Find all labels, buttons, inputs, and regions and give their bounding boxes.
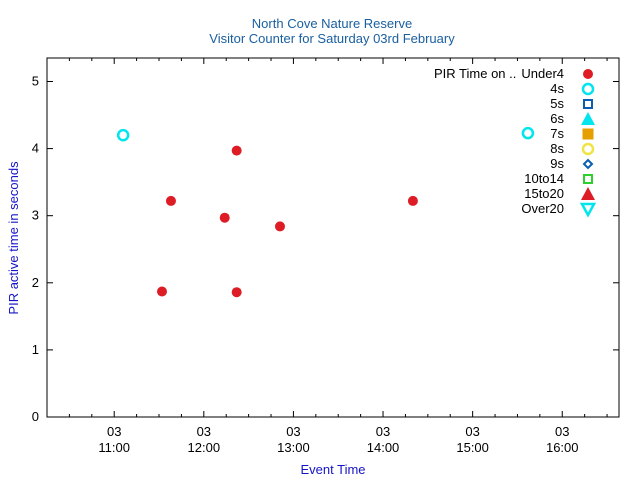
x-tick-label: 14:00 xyxy=(367,440,400,455)
y-tick-label: 5 xyxy=(32,73,39,88)
y-tick-label: 2 xyxy=(32,275,39,290)
legend-label: 8s xyxy=(550,141,564,156)
data-point-4s xyxy=(521,126,535,140)
legend-marker-7s xyxy=(582,128,594,140)
y-axis-label: PIR active time in seconds xyxy=(6,161,21,315)
legend-marker-4s xyxy=(581,82,595,96)
legend-label: 6s xyxy=(550,111,564,126)
data-point-under4 xyxy=(407,195,418,206)
data-point-under4 xyxy=(231,287,242,298)
legend-marker-under4 xyxy=(583,69,593,79)
x-tick-date: 03 xyxy=(465,424,479,439)
legend-label: 15to20 xyxy=(524,186,564,201)
x-axis-label: Event Time xyxy=(300,462,365,477)
legend-marker-9s xyxy=(582,158,594,170)
x-tick-label: 16:00 xyxy=(546,440,579,455)
data-point-4s xyxy=(116,128,130,142)
plot-frame xyxy=(46,57,620,418)
legend-marker-5s xyxy=(583,99,593,109)
x-tick-date: 03 xyxy=(286,424,300,439)
legend-marker-over20 xyxy=(579,202,597,218)
legend-label: 10to14 xyxy=(524,171,564,186)
x-tick-date: 03 xyxy=(197,424,211,439)
y-tick-label: 1 xyxy=(32,342,39,357)
x-tick-label: 12:00 xyxy=(188,440,221,455)
legend-marker-15to20 xyxy=(581,187,595,200)
x-axis: 0311:000312:000313:000314:000315:000316:… xyxy=(46,58,608,455)
legend-marker-8s xyxy=(581,142,595,156)
data-point-under4 xyxy=(156,286,167,297)
data-points xyxy=(116,126,535,298)
x-tick-date: 03 xyxy=(555,424,569,439)
x-tick-label: 11:00 xyxy=(98,440,130,455)
x-tick-label: 13:00 xyxy=(277,440,310,455)
legend-label: 9s xyxy=(550,156,564,171)
chart-title: North Cove Nature Reserve xyxy=(252,16,412,31)
data-point-under4 xyxy=(219,212,230,223)
x-tick-label: 15:00 xyxy=(456,440,489,455)
legend-marker-10to14 xyxy=(583,174,593,184)
y-axis: 0 1 2 3 4 5 xyxy=(32,73,619,424)
data-point-under4 xyxy=(274,221,285,232)
legend-label: Under4 xyxy=(521,66,564,81)
y-tick-label: 4 xyxy=(32,141,39,156)
y-tick-label: 3 xyxy=(32,208,39,223)
legend-label: 5s xyxy=(550,96,564,111)
legend: PIR Time on .. Under44s5s6s7s8s9s10to1415… xyxy=(434,66,597,218)
y-tick-label: 0 xyxy=(32,409,39,424)
legend-label: 4s xyxy=(550,81,564,96)
data-point-under4 xyxy=(165,195,176,206)
data-point-under4 xyxy=(231,145,242,156)
legend-title: PIR Time on .. xyxy=(434,66,516,81)
legend-label: Over20 xyxy=(521,201,564,216)
chart-subtitle: Visitor Counter for Saturday 03rd Februa… xyxy=(209,31,455,46)
x-tick-date: 03 xyxy=(107,424,121,439)
legend-label: 7s xyxy=(550,126,564,141)
legend-marker-6s xyxy=(581,112,595,125)
x-tick-date: 03 xyxy=(376,424,390,439)
